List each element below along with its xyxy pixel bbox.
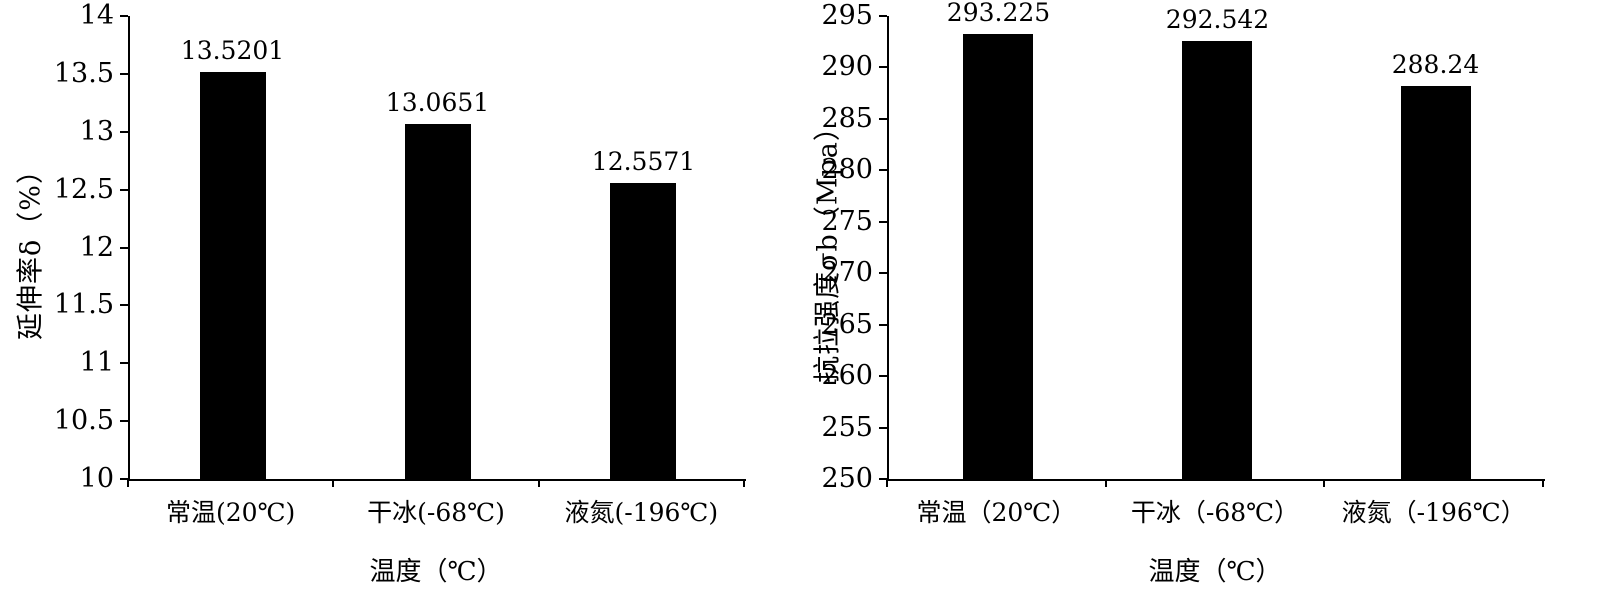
x-category-label: 液氮(-196℃) bbox=[564, 498, 719, 527]
bar bbox=[200, 72, 266, 479]
y-tick-label: 265 bbox=[821, 309, 873, 340]
x-category-label: 干冰(-68℃) bbox=[367, 498, 505, 527]
x-tick-mark bbox=[1323, 479, 1325, 487]
y-tick-mark bbox=[879, 66, 887, 68]
elongation-bar-chart: 延伸率δ（%） 13.5201 13.0651 12.5571 常温(20℃) 干冰(… bbox=[0, 0, 798, 601]
bar bbox=[1182, 41, 1252, 479]
y-tick-mark bbox=[879, 169, 887, 171]
y-tick-mark bbox=[879, 324, 887, 326]
y-tick-mark bbox=[120, 73, 128, 75]
y-tick-mark bbox=[879, 221, 887, 223]
y-tick-mark bbox=[120, 247, 128, 249]
x-category-labels: 常温(20℃) 干冰(-68℃) 液氮(-196℃) bbox=[128, 493, 744, 529]
bar-value-label: 12.5571 bbox=[591, 147, 696, 176]
y-tick-mark bbox=[120, 478, 128, 480]
y-tick-label: 275 bbox=[821, 206, 873, 237]
x-category-label: 常温(20℃) bbox=[166, 498, 296, 527]
bar-value-label: 288.24 bbox=[1391, 50, 1480, 79]
y-tick-mark bbox=[879, 118, 887, 120]
y-tick-mark bbox=[120, 420, 128, 422]
x-axis-title: 温度（℃） bbox=[1148, 557, 1282, 587]
x-category-labels: 常温（20℃） 干冰（-68℃） 液氮（-196℃） bbox=[887, 493, 1543, 529]
x-category-label: 液氮（-196℃） bbox=[1341, 498, 1526, 527]
y-tick-label: 14 bbox=[79, 0, 114, 31]
y-tick-label: 285 bbox=[821, 103, 873, 134]
y-tick-mark bbox=[879, 427, 887, 429]
y-tick-mark bbox=[879, 478, 887, 480]
x-tick-mark bbox=[1542, 479, 1544, 487]
y-tick-mark bbox=[120, 189, 128, 191]
bar-value-label: 292.542 bbox=[1165, 5, 1270, 34]
y-tick-mark bbox=[879, 272, 887, 274]
y-tick-label: 12 bbox=[79, 232, 114, 263]
x-tick-mark bbox=[332, 479, 334, 487]
y-tick-label: 295 bbox=[821, 0, 873, 31]
bar bbox=[610, 183, 676, 479]
y-tick-label: 250 bbox=[821, 463, 873, 494]
y-tick-label: 255 bbox=[821, 412, 873, 443]
y-tick-label: 11 bbox=[79, 347, 114, 378]
y-tick-label: 290 bbox=[821, 51, 873, 82]
plot-area: 293.225 292.542 288.24 bbox=[887, 0, 1545, 481]
y-tick-label: 12.5 bbox=[53, 174, 114, 205]
bar bbox=[963, 34, 1033, 479]
bar-value-label: 13.0651 bbox=[385, 88, 490, 117]
x-axis-title: 温度（℃） bbox=[369, 557, 503, 587]
bar bbox=[405, 124, 471, 479]
tensile-strength-bar-chart: 抗拉强度σb（Mpa） 293.225 292.542 288.24 常温（20℃）… bbox=[799, 0, 1597, 601]
y-tick-label: 13.5 bbox=[53, 58, 114, 89]
y-tick-mark bbox=[879, 15, 887, 17]
y-tick-label: 11.5 bbox=[53, 289, 114, 320]
x-tick-mark bbox=[538, 479, 540, 487]
y-tick-label: 260 bbox=[821, 360, 873, 391]
x-tick-mark bbox=[886, 479, 888, 487]
y-tick-mark bbox=[879, 375, 887, 377]
bar-value-label: 13.5201 bbox=[180, 36, 285, 65]
bar-value-label: 293.225 bbox=[946, 0, 1051, 27]
y-tick-mark bbox=[120, 131, 128, 133]
y-tick-label: 13 bbox=[79, 116, 114, 147]
y-tick-mark bbox=[120, 362, 128, 364]
plot-area: 13.5201 13.0651 12.5571 bbox=[128, 16, 746, 481]
x-category-label: 干冰（-68℃） bbox=[1130, 498, 1300, 527]
x-tick-mark bbox=[743, 479, 745, 487]
y-tick-mark bbox=[120, 15, 128, 17]
y-tick-mark bbox=[120, 304, 128, 306]
y-tick-label: 10.5 bbox=[53, 405, 114, 436]
x-category-label: 常温（20℃） bbox=[916, 498, 1077, 527]
x-tick-mark bbox=[1105, 479, 1107, 487]
y-tick-label: 10 bbox=[79, 463, 114, 494]
y-tick-label: 280 bbox=[821, 154, 873, 185]
bar bbox=[1401, 86, 1471, 479]
x-tick-mark bbox=[127, 479, 129, 487]
y-tick-label: 270 bbox=[821, 257, 873, 288]
